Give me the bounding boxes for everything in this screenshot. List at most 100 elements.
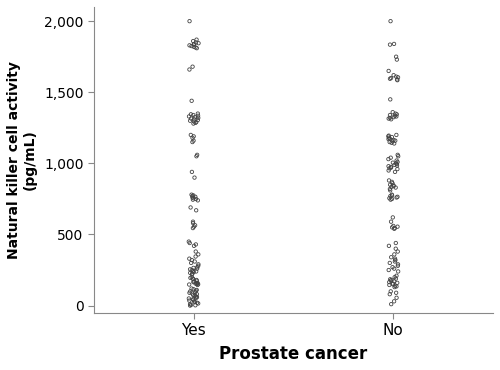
Point: [386, 260, 394, 266]
Point: [187, 260, 195, 266]
Point: [392, 74, 400, 80]
Point: [392, 257, 400, 263]
Point: [392, 290, 400, 296]
Point: [390, 137, 398, 143]
Point: [394, 77, 402, 83]
Point: [190, 298, 198, 304]
Point: [192, 288, 200, 294]
Point: [189, 219, 197, 225]
Point: [187, 115, 195, 121]
Point: [190, 286, 198, 292]
Point: [188, 139, 196, 145]
Point: [392, 195, 400, 201]
Point: [392, 138, 400, 144]
Point: [386, 197, 394, 203]
Point: [192, 196, 200, 202]
Point: [394, 152, 402, 158]
Point: [394, 249, 402, 255]
Point: [186, 303, 194, 309]
Point: [386, 165, 394, 171]
Point: [194, 261, 202, 267]
Point: [192, 207, 200, 213]
Point: [385, 178, 393, 184]
Point: [186, 297, 194, 303]
Point: [190, 44, 198, 50]
Point: [387, 278, 395, 284]
Point: [391, 256, 399, 262]
Point: [387, 301, 395, 307]
Point: [392, 185, 400, 191]
Point: [192, 293, 200, 299]
Point: [190, 41, 198, 47]
Y-axis label: Natural killer cell activity
(pg/mL): Natural killer cell activity (pg/mL): [7, 61, 37, 259]
Point: [194, 40, 202, 46]
Point: [186, 118, 194, 124]
Point: [186, 43, 194, 48]
Point: [191, 114, 199, 120]
Point: [391, 283, 399, 289]
Point: [384, 68, 392, 74]
Point: [392, 132, 400, 138]
Point: [389, 160, 397, 166]
Point: [186, 18, 194, 24]
Point: [394, 194, 402, 200]
Point: [388, 196, 396, 202]
Point: [392, 158, 400, 164]
Point: [193, 294, 201, 300]
Point: [390, 114, 398, 120]
Point: [392, 161, 400, 167]
Point: [384, 136, 392, 142]
Point: [193, 266, 201, 272]
Point: [192, 277, 200, 283]
Point: [388, 192, 396, 198]
Point: [188, 98, 196, 104]
Point: [390, 223, 398, 229]
Point: [390, 279, 398, 285]
Point: [388, 281, 396, 287]
Point: [190, 279, 198, 285]
Point: [386, 135, 394, 141]
Point: [190, 138, 198, 144]
Point: [186, 67, 194, 73]
Point: [190, 279, 198, 285]
Point: [189, 220, 197, 226]
Point: [194, 111, 202, 117]
Point: [188, 193, 196, 199]
Point: [388, 140, 396, 146]
Point: [190, 259, 198, 265]
Point: [387, 165, 395, 171]
Point: [186, 205, 194, 211]
Point: [192, 280, 200, 286]
Point: [394, 74, 402, 80]
Point: [386, 76, 394, 82]
Point: [192, 295, 200, 301]
Point: [190, 268, 198, 274]
Point: [193, 281, 201, 287]
Point: [190, 42, 198, 48]
Point: [388, 109, 396, 115]
Point: [390, 252, 398, 258]
Point: [190, 224, 198, 230]
Point: [390, 41, 398, 47]
Point: [192, 278, 200, 284]
Point: [390, 284, 398, 290]
Point: [192, 287, 200, 293]
Point: [188, 270, 196, 276]
Point: [392, 111, 400, 117]
Point: [386, 112, 394, 118]
Point: [190, 116, 198, 122]
Point: [386, 195, 394, 201]
Point: [192, 280, 200, 286]
Point: [187, 111, 195, 117]
Point: [192, 119, 200, 125]
Point: [186, 275, 194, 281]
Point: [185, 114, 193, 120]
Point: [390, 226, 398, 232]
Point: [390, 141, 398, 147]
Point: [384, 168, 392, 174]
X-axis label: Prostate cancer: Prostate cancer: [220, 345, 368, 363]
Point: [185, 282, 193, 287]
Point: [387, 164, 395, 170]
Point: [190, 276, 198, 282]
Point: [192, 120, 200, 126]
